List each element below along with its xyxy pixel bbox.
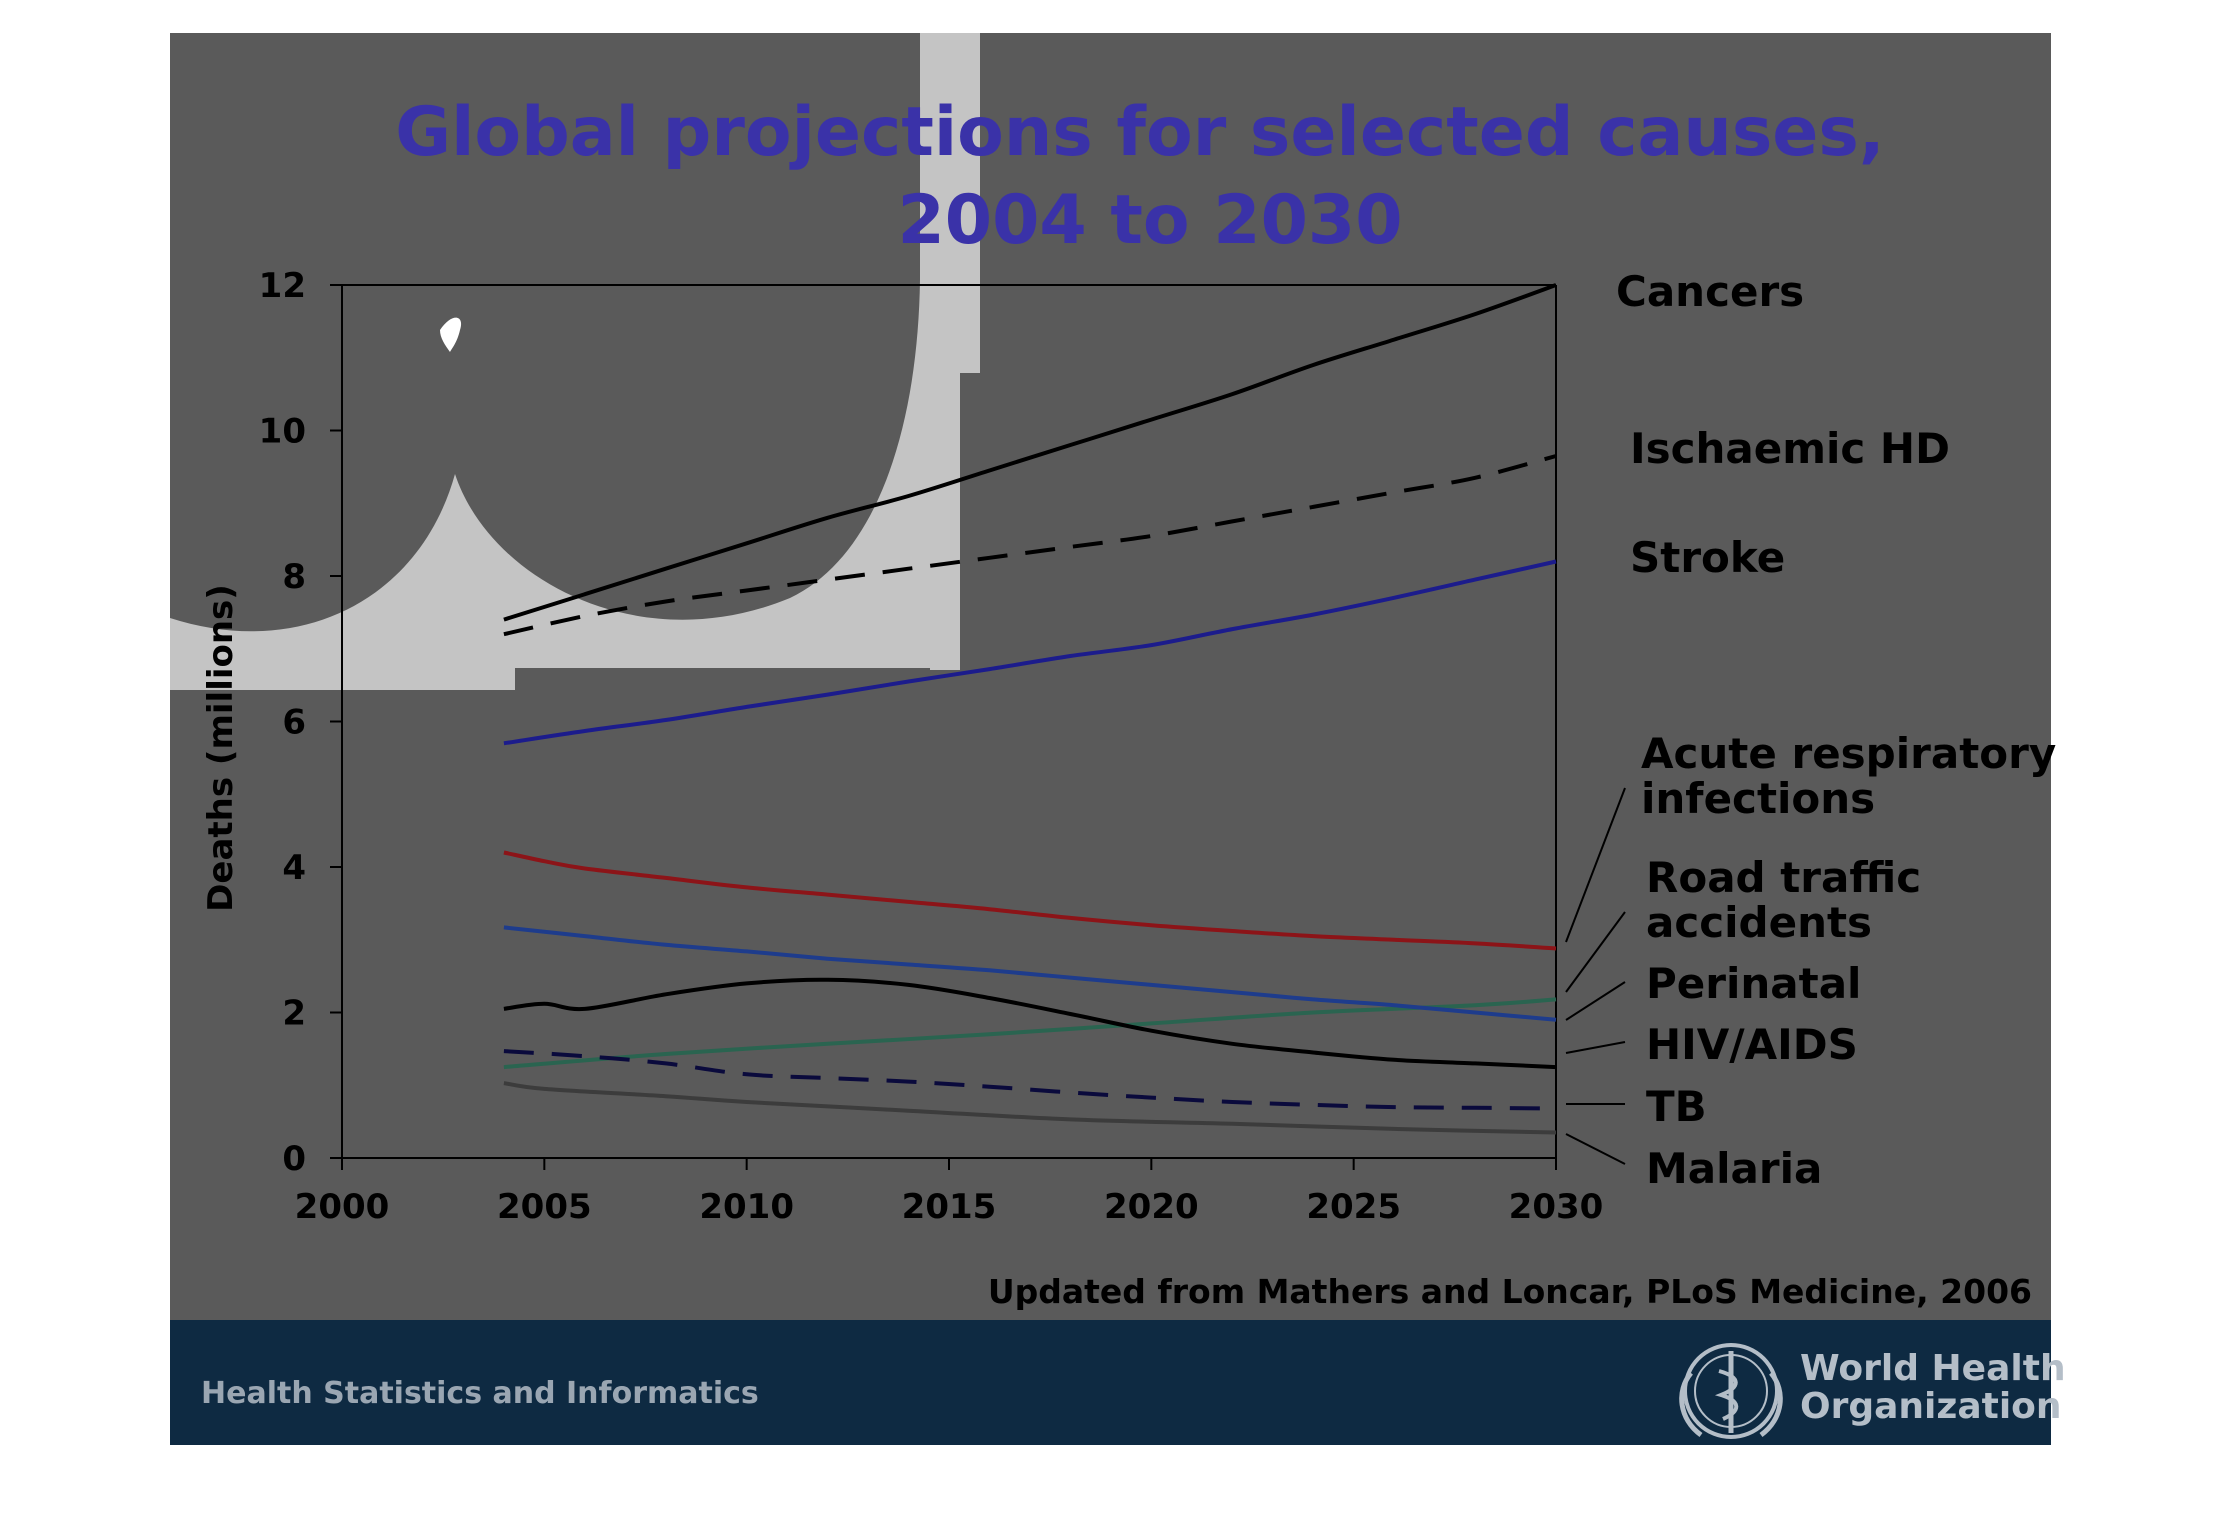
series-line-tb — [503, 1049, 1557, 1111]
x-axis: 2000 2005 2010 2015 2020 2025 2030 — [295, 1157, 1604, 1227]
x-tick-label: 2005 — [497, 1187, 592, 1227]
label-leader-line — [1565, 911, 1626, 993]
series-lines — [503, 283, 1557, 1135]
series-label: Stroke — [1630, 533, 1785, 582]
slide-title-line1: Global projections for selected causes, — [395, 93, 1884, 172]
series-label: Malaria — [1646, 1144, 1822, 1193]
label-leader-line — [1565, 787, 1626, 943]
chart: 0 2 4 6 8 10 12 2000 2005 2010 2015 2020 2025 2030 C… — [201, 266, 2056, 1227]
series-label: Cancers — [1616, 267, 1804, 316]
x-tick-label: 2020 — [1104, 1187, 1199, 1227]
label-leader-line — [1565, 1133, 1626, 1165]
series-label: Road traffic — [1646, 853, 1921, 902]
series-label: Ischaemic HD — [1630, 424, 1950, 473]
series-line-malaria — [503, 1081, 1557, 1135]
y-tick-label: 10 — [259, 412, 306, 452]
y-tick-label: 8 — [282, 557, 306, 597]
series-label: infections — [1641, 774, 1875, 823]
who-emblem-icon — [1679, 1343, 1783, 1439]
y-tick-label: 6 — [282, 703, 306, 743]
series-label: TB — [1646, 1082, 1707, 1131]
footer-label: Health Statistics and Informatics — [201, 1376, 759, 1411]
x-tick-label: 2000 — [295, 1187, 390, 1227]
y-axis-title: Deaths (millions) — [201, 584, 241, 912]
series-label: Acute respiratory — [1641, 729, 2056, 778]
x-tick-label: 2010 — [699, 1187, 794, 1227]
x-tick-label: 2015 — [902, 1187, 997, 1227]
y-axis: 0 2 4 6 8 10 12 — [259, 266, 1557, 1179]
slide-title-line2: 2004 to 2030 — [897, 181, 1402, 260]
series-line-ischaemic-hd — [503, 454, 1557, 637]
series-labels: Cancers Ischaemic HD Stroke Acute respirato… — [1565, 267, 2056, 1193]
y-tick-label: 4 — [282, 848, 306, 888]
series-line-perinatal — [503, 925, 1557, 1022]
y-tick-label: 0 — [282, 1139, 306, 1179]
x-tick-label: 2025 — [1306, 1187, 1401, 1227]
who-logo-line2: Organization — [1800, 1386, 2062, 1427]
series-line-stroke — [503, 559, 1557, 746]
x-tick-label: 2030 — [1509, 1187, 1604, 1227]
y-tick-label: 12 — [259, 266, 306, 306]
series-label: HIV/AIDS — [1646, 1020, 1858, 1069]
series-line-cancers — [503, 283, 1557, 622]
label-leader-line — [1565, 981, 1626, 1021]
series-label: accidents — [1646, 898, 1872, 947]
series-line-acute-respiratory-infections — [503, 850, 1557, 951]
series-line-hiv-aids — [503, 977, 1557, 1070]
label-leader-line — [1565, 1041, 1626, 1054]
who-logo-line1: World Health — [1800, 1348, 2066, 1389]
y-tick-label: 2 — [282, 994, 306, 1034]
slide-background — [170, 33, 2051, 1445]
source-citation: Updated from Mathers and Loncar, PLoS Me… — [988, 1272, 2032, 1311]
series-label: Perinatal — [1646, 959, 1861, 1008]
